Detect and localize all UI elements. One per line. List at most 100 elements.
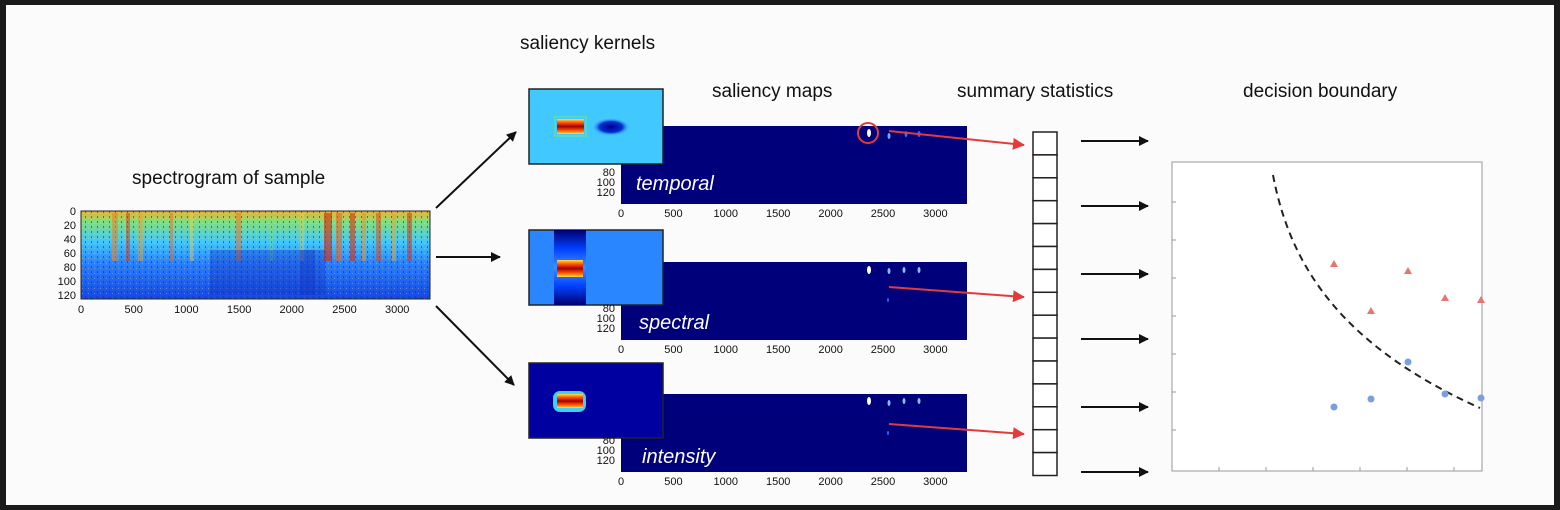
spectrogram-streak (170, 213, 173, 261)
class-b-circle (1367, 395, 1375, 403)
map-xtick: 2500 (871, 476, 895, 488)
title-spectrogram: spectrogram of sample (132, 168, 326, 189)
kernel-intensity (528, 362, 664, 439)
red-arrow-intensity (888, 423, 1025, 440)
spectrogram-streak (350, 213, 355, 261)
map-ytick: 100 (597, 177, 615, 189)
class-a-triangle (1477, 296, 1485, 303)
spectrogram-streak (236, 213, 241, 261)
spectrogram-dark-band (280, 250, 315, 295)
spectrogram-ytick: 80 (64, 262, 76, 274)
arrow-to-temporal (435, 131, 517, 209)
spectrogram-dark-band (210, 250, 250, 295)
map-xtick: 2500 (871, 208, 895, 220)
map-ytick: 100 (597, 445, 615, 457)
class-a-triangle (1367, 307, 1375, 314)
spectrogram-streaks (112, 213, 412, 295)
spectrogram-streak (112, 213, 118, 261)
plot-points (1330, 260, 1485, 411)
spectrogram-xtick: 1000 (174, 304, 198, 316)
summary-cell (1032, 314, 1058, 339)
map-xtick: 1000 (714, 476, 738, 488)
boundary-curve (1272, 174, 1481, 409)
spectrogram-xticks: 0 500 1000 1500 2000 2500 3000 (78, 304, 410, 316)
title-saliency-kernels: saliency kernels (520, 33, 656, 54)
map-label-intensity: intensity (642, 446, 716, 468)
map-xtick: 1500 (766, 208, 790, 220)
summary-cell (1032, 428, 1058, 454)
spectrogram-ytick: 60 (64, 248, 76, 260)
spectrogram-streak (407, 213, 412, 261)
spectrogram-dark-band (250, 250, 280, 295)
class-a-triangle (1441, 294, 1449, 301)
map-xtick: 2000 (818, 208, 842, 220)
spectrogram-ytick: 100 (58, 276, 76, 288)
title-decision-boundary: decision boundary (1243, 81, 1398, 102)
map-xtick: 0 (618, 344, 624, 356)
map-xtick: 0 (618, 476, 624, 488)
map-xtick: 3000 (923, 476, 947, 488)
class-b-circle (1330, 403, 1338, 411)
kernel-temporal (528, 88, 664, 165)
spectrogram-streak (392, 213, 396, 261)
title-summary-statistics: summary statistics (957, 81, 1114, 102)
map-ytick: 80 (603, 435, 615, 447)
map-ytick: 120 (597, 455, 615, 467)
spectrogram-xtick: 0 (78, 304, 84, 316)
arrows-to-classifier (1081, 136, 1149, 477)
spectrogram-streak (190, 213, 194, 261)
summary-cell (1032, 222, 1058, 248)
map-xtick: 500 (664, 476, 682, 488)
class-a-triangle (1330, 260, 1338, 267)
summary-cell (1032, 245, 1058, 271)
spectrogram-streak (336, 213, 342, 261)
map-xtick: 2000 (818, 476, 842, 488)
spectrogram-xtick: 2000 (280, 304, 304, 316)
spectrogram-xtick: 2500 (332, 304, 356, 316)
spectrogram-dark-band (300, 250, 325, 295)
summary-cell (1032, 451, 1058, 477)
map-xtick: 2500 (871, 344, 895, 356)
summary-cell (1032, 268, 1058, 294)
spectrogram-yticks: 0 20 40 60 80 100 120 (58, 206, 76, 302)
summary-cell (1032, 199, 1058, 225)
summary-cell (1032, 383, 1058, 408)
spectrogram-streak (362, 213, 366, 261)
map-label-temporal: temporal (636, 173, 714, 195)
map-xtick: 1000 (714, 344, 738, 356)
map-ytick: 120 (597, 187, 615, 199)
highlight-circle (857, 122, 879, 144)
spectrogram-streak (126, 213, 130, 261)
summary-cell (1032, 177, 1058, 202)
saliency-map-spectral (621, 262, 967, 340)
summary-statistics-vector (1032, 131, 1058, 477)
spectrogram-xtick: 1500 (227, 304, 251, 316)
class-a-triangle (1404, 267, 1412, 274)
map-ytick: 80 (603, 303, 615, 315)
saliency-map-temporal (621, 122, 967, 204)
summary-cell (1032, 337, 1058, 362)
red-arrow-spectral (888, 286, 1025, 303)
spectrogram-streak (376, 213, 381, 261)
map-xtick: 2000 (818, 344, 842, 356)
decision-boundary-plot (1171, 161, 1485, 472)
map-xtick: 1000 (714, 208, 738, 220)
saliency-map-intensity (621, 394, 967, 472)
arrow-to-intensity (435, 305, 515, 386)
spectrogram-panel: 0 20 40 60 80 100 120 0 500 1000 1500 2000 2500 3000 (58, 206, 431, 316)
kernel-spectral (528, 229, 664, 306)
red-arrow-temporal (888, 130, 1025, 150)
map-xtick: 500 (664, 208, 682, 220)
spectrogram-ytick: 40 (64, 234, 76, 246)
map-xtick: 1500 (766, 344, 790, 356)
map-ytick: 80 (603, 167, 615, 179)
class-b-circle (1477, 394, 1485, 402)
spectrogram-ytick: 20 (64, 220, 76, 232)
map-xtick: 500 (664, 344, 682, 356)
map-xtick: 3000 (923, 344, 947, 356)
spectrogram-ytick: 0 (70, 206, 76, 218)
map-ytick: 100 (597, 313, 615, 325)
map-xtick: 0 (618, 208, 624, 220)
